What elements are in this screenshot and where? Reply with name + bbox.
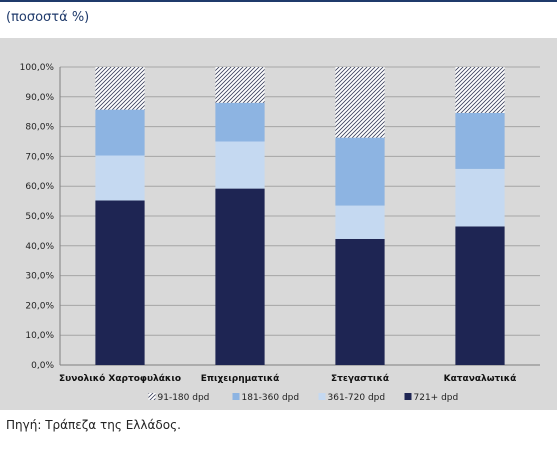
stacked-bar-chart: 0,0% 10,0% 20,0% 30,0% 40,0% 50,0% 60,0% 70,0% 8…	[20, 63, 540, 403]
chart-subtitle: (ποσοστά %)	[6, 10, 90, 25]
x-tick-label: Στεγαστικά	[331, 374, 389, 384]
bar-segment	[215, 188, 265, 365]
bar-segment	[455, 112, 505, 169]
legend-label: 91-180 dpd	[158, 393, 210, 403]
y-tick-label: 10,0%	[25, 331, 54, 341]
legend: 91-180 dpd 181-360 dpd 361-720 dpd 721+ dpd	[148, 393, 459, 403]
y-tick-label: 60,0%	[25, 182, 54, 192]
axes: 0,0% 10,0% 20,0% 30,0% 40,0% 50,0% 60,0% 70,0% 8…	[20, 63, 540, 384]
y-tick-label: 50,0%	[25, 212, 54, 222]
bar-segment	[455, 168, 505, 227]
bar-segment	[455, 226, 505, 365]
source-note: Πηγή: Τράπεζα της Ελλάδος.	[6, 418, 181, 432]
y-tick-label: 30,0%	[25, 272, 54, 282]
bar-segment	[335, 238, 385, 365]
bar-segment	[215, 67, 265, 103]
legend-swatch	[148, 393, 156, 400]
x-tick-label: Καταναλωτικά	[444, 374, 517, 384]
y-tick-label: 70,0%	[25, 152, 54, 162]
bar-segment	[335, 67, 385, 138]
y-tick-label: 90,0%	[25, 93, 54, 103]
bar-segment	[215, 102, 265, 142]
y-tick-label: 80,0%	[25, 123, 54, 133]
y-tick-label: 0,0%	[31, 361, 54, 371]
bar-segment	[95, 200, 145, 365]
legend-swatch	[404, 393, 412, 400]
top-rule	[0, 0, 557, 2]
bar-segment	[215, 141, 265, 189]
y-tick-label: 20,0%	[25, 301, 54, 311]
chart-panel: 0,0% 10,0% 20,0% 30,0% 40,0% 50,0% 60,0% 70,0% 8…	[0, 38, 557, 410]
legend-label: 721+ dpd	[414, 393, 459, 403]
x-tick-label: Επιχειρηματικά	[201, 374, 280, 384]
bar-segment	[335, 205, 385, 239]
bar-segment	[95, 109, 145, 156]
legend-swatch	[232, 393, 240, 400]
bar-segment	[335, 137, 385, 206]
y-tick-label: 100,0%	[20, 63, 55, 73]
y-tick-label: 40,0%	[25, 242, 54, 252]
legend-swatch	[318, 393, 326, 400]
bar-segment	[95, 155, 145, 201]
legend-label: 361-720 dpd	[328, 393, 386, 403]
bar-segment	[455, 67, 505, 113]
bar-segment	[95, 67, 145, 110]
bars	[95, 67, 505, 365]
legend-label: 181-360 dpd	[242, 393, 300, 403]
x-tick-label: Συνολικό Χαρτοφυλάκιο	[59, 373, 181, 384]
